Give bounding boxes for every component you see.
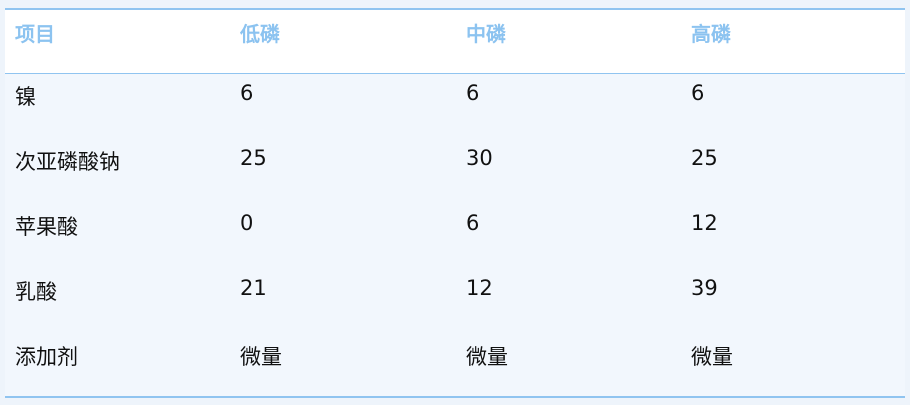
table-cell: 0 [240, 211, 254, 235]
table-cell: 12 [691, 211, 718, 235]
table-header: 项目 低磷 中磷 高磷 [5, 10, 905, 74]
table-cell: 6 [466, 81, 480, 105]
table-cell: 6 [691, 81, 705, 105]
table-cell: 微量 [466, 345, 508, 369]
formula-table: 项目 低磷 中磷 高磷 镍 6 6 6 次亚磷酸钠 25 30 25 苹果酸 0 6 12 乳酸 21 12… [5, 8, 905, 398]
table-row: 次亚磷酸钠 25 30 25 [5, 139, 905, 204]
table-cell: 25 [240, 146, 267, 170]
table-row: 镍 6 6 6 [5, 74, 905, 139]
table-cell: 乳酸 [15, 280, 57, 304]
table-cell: 21 [240, 276, 267, 300]
table-row: 添加剂 微量 微量 微量 [5, 334, 905, 399]
table-cell: 25 [691, 146, 718, 170]
table-cell: 6 [466, 211, 480, 235]
table-cell: 添加剂 [15, 345, 78, 369]
table-cell: 苹果酸 [15, 215, 78, 239]
header-item: 项目 [15, 22, 55, 46]
table-row: 乳酸 21 12 39 [5, 269, 905, 334]
table-cell: 微量 [691, 345, 733, 369]
table-cell: 30 [466, 146, 493, 170]
header-high-phosphorus: 高磷 [691, 22, 731, 46]
table-cell: 镍 [15, 85, 36, 109]
table-cell: 微量 [240, 345, 282, 369]
table-cell: 次亚磷酸钠 [15, 150, 120, 174]
table-cell: 12 [466, 276, 493, 300]
table-row: 苹果酸 0 6 12 [5, 204, 905, 269]
table-cell: 6 [240, 81, 254, 105]
header-low-phosphorus: 低磷 [240, 22, 280, 46]
table-cell: 39 [691, 276, 718, 300]
header-mid-phosphorus: 中磷 [466, 22, 506, 46]
